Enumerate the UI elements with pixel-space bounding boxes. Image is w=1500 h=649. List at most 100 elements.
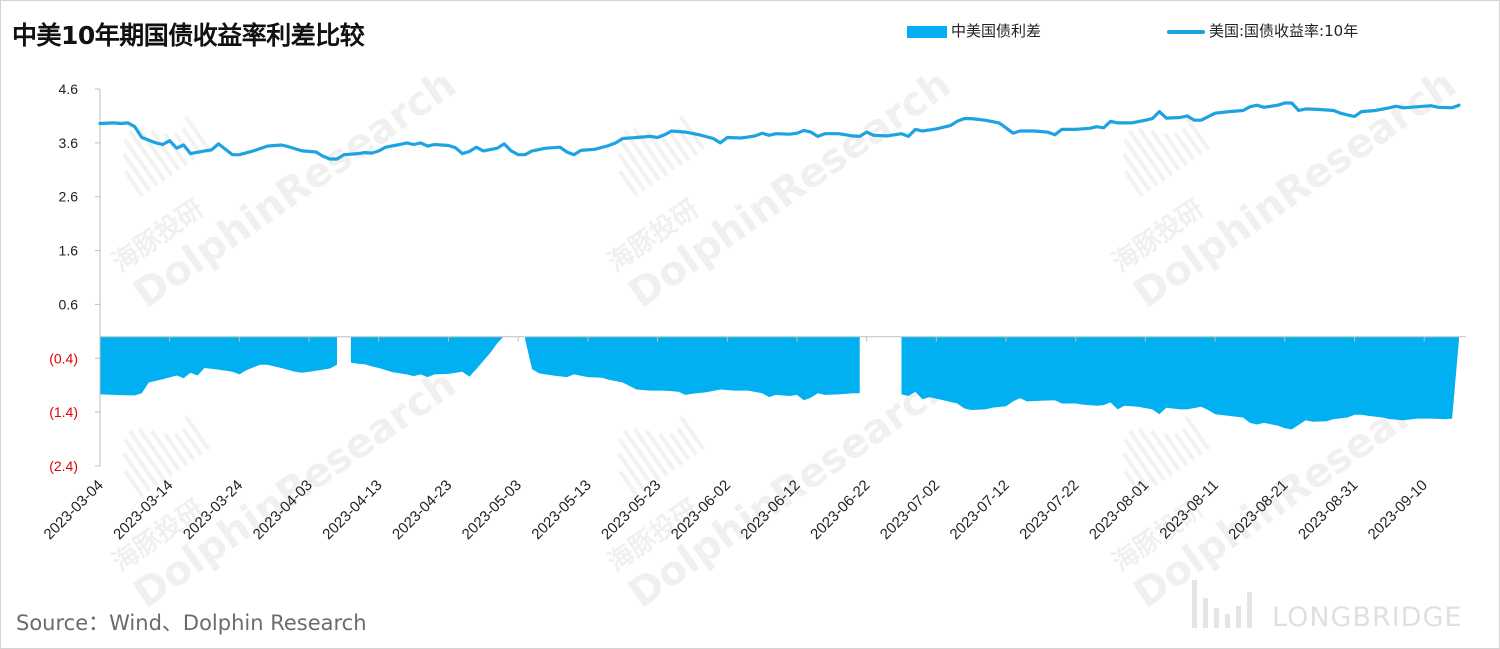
x-tick-label: 2023-07-02 [877,477,943,543]
y-tick-labels: 4.6 3.6 2.6 1.6 0.6 (0.4) (1.4) (2.4) [49,81,78,474]
watermark-bar [1128,429,1167,482]
x-tick-label: 2023-05-13 [528,477,594,543]
watermark-bar [1174,132,1196,161]
watermark-bar [679,415,706,451]
watermark-bar [181,127,203,156]
watermark-bar [1174,432,1196,461]
watermark-bar [137,427,174,477]
watermark-bar [676,127,698,156]
legend-label-us-yield: 美国:国债收益率:10年 [1209,22,1359,40]
watermark-brand-text: DolphinResearch [620,61,959,317]
watermark-bar [1149,129,1181,172]
watermark-bar [149,429,181,472]
watermark-bar [123,438,159,487]
x-tick-label: 2023-07-22 [1016,477,1082,543]
watermark-bar [128,429,167,482]
watermark-bar [149,129,181,172]
watermark-bar [1184,415,1211,451]
watermark-bar [617,152,647,192]
watermark-bar [184,115,211,151]
watermark-bar [618,438,654,487]
x-tick-label: 2023-09-10 [1365,477,1431,543]
watermark-brand-text: DolphinResearch [125,61,464,317]
watermark-bar [1162,132,1189,167]
watermark-bar [1123,438,1159,487]
watermark-bar [1137,427,1174,477]
watermark-corner-brand: LONGBRIDGE [1272,602,1462,633]
legend-swatch-spread [907,25,947,38]
watermark-bar [1128,129,1167,182]
x-tick-label: 2023-03-04 [41,477,107,543]
watermark-corner-bar [1203,598,1208,628]
watermark-bar [1123,138,1159,187]
y-tick-label: 2.6 [59,189,79,205]
spread-area-segment [525,336,860,401]
watermark-bar [669,132,691,161]
us-yield-line [98,101,1461,161]
watermark-bar [181,427,203,456]
legend-swatch-us-yield [1167,29,1205,34]
watermark-bar [1122,452,1152,492]
watermark-corner-bar [1236,606,1241,628]
spread-area-segment [100,336,337,396]
watermark-bar [669,432,691,461]
watermark-bar [128,129,167,182]
watermark-corner-bar [1192,580,1197,628]
watermark-bar [618,470,639,498]
y-tick-label: 1.6 [59,243,79,259]
spread-area-segment [350,335,505,378]
watermark-bar [618,170,639,198]
us-yield-line-layer [98,101,1461,161]
watermark-corner-bar [1225,614,1230,628]
watermark-brand-text: DolphinResearch [1125,61,1464,317]
x-tick-label: 2023-07-12 [947,477,1013,543]
source-note: Source：Wind、Dolphin Research [16,611,367,635]
watermark-bar [162,432,189,467]
watermark-bar [1162,432,1189,467]
watermark-bar [123,170,144,198]
watermark-bar [676,427,698,456]
y-tick-label: (2.4) [49,458,78,474]
watermark-bar [632,427,669,477]
watermark-bar [1181,127,1203,156]
watermark-bar [1123,470,1144,498]
watermark-bar [1181,427,1203,456]
watermark-bar [618,138,654,187]
watermark-bar [1137,127,1174,177]
watermark-bar [122,152,152,192]
watermark-bar [123,470,144,498]
watermark-bar [122,452,152,492]
y-tick-label: 4.6 [59,81,79,97]
watermark-bar [617,452,647,492]
chart-title: 中美10年期国债收益率利差比较 [12,21,365,50]
spread-area-segment [901,336,1459,430]
y-tick-label: 0.6 [59,296,79,312]
watermark-bar [123,138,159,187]
legend-item-spread: 中美国债利差 [907,20,1041,41]
y-tick-label: (0.4) [49,350,78,366]
watermark-bar [174,432,196,461]
watermark-bar [632,127,669,177]
legend-label-spread: 中美国债利差 [951,22,1042,40]
watermark-bar [623,129,662,182]
watermark-bar [1123,170,1144,198]
watermark-bar [644,429,676,472]
spread-area-layer [100,335,1459,430]
watermark-bar [1122,152,1152,192]
watermark-corner-bar [1214,608,1219,628]
x-tick-label: 2023-04-23 [389,477,455,543]
legend-item-us-yield: 美国:国债收益率:10年 [1167,20,1358,41]
y-tick-label: 3.6 [59,135,79,151]
watermark-bar [1184,115,1211,151]
watermark-bar [644,129,676,172]
watermark-bar [184,415,211,451]
watermark-bar [657,432,684,467]
axis-layer [95,88,1466,467]
